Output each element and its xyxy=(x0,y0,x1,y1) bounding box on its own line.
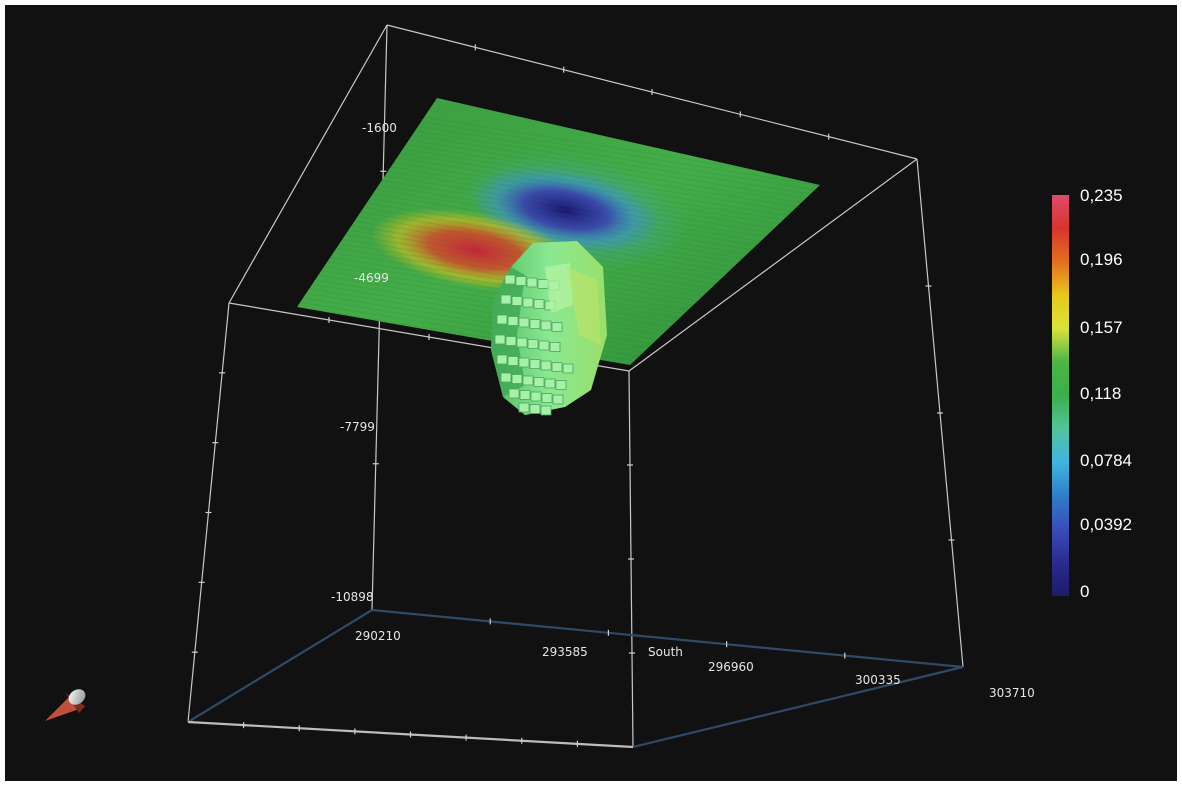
voxel-cell xyxy=(562,363,574,374)
easting-tick-label: 293585 xyxy=(542,645,588,659)
voxel-cell xyxy=(519,390,531,400)
voxel-cell xyxy=(533,299,545,309)
voxel-cell xyxy=(507,356,519,366)
easting-tick-label: 290210 xyxy=(355,629,401,643)
voxel-cell xyxy=(540,320,552,331)
voxel-cell xyxy=(508,388,520,399)
colorbar-label: 0,196 xyxy=(1080,250,1123,269)
floor-plane-edges xyxy=(187,608,964,749)
voxel-cell xyxy=(538,340,550,351)
voxel-anomaly-body xyxy=(491,241,607,416)
direction-label: South xyxy=(648,645,683,659)
depth-tick-label: -10898 xyxy=(331,590,374,604)
voxel-cell xyxy=(540,360,552,371)
orientation-cone-icon[interactable] xyxy=(45,686,88,721)
voxel-cell xyxy=(500,372,512,383)
voxel-cell xyxy=(533,377,545,387)
surface-striation xyxy=(297,179,820,269)
voxel-cell xyxy=(507,316,519,326)
voxel-cell xyxy=(541,393,553,403)
voxel-cell xyxy=(530,391,542,402)
voxel-cell xyxy=(549,342,561,352)
colorbar-gradient xyxy=(1052,195,1069,596)
voxel-cell xyxy=(518,357,530,368)
easting-tick-label: 303710 xyxy=(989,686,1035,700)
voxel-cell xyxy=(551,322,563,332)
depth-tick-label: -7799 xyxy=(340,420,375,434)
colorbar-label: 0,0784 xyxy=(1080,451,1132,470)
voxel-cell xyxy=(511,374,523,384)
voxel-cell xyxy=(529,359,541,369)
3d-viewport[interactable]: -1600 -4699 -7799 -10898 290210 293585 2… xyxy=(5,5,1177,781)
depth-tick-label: -1600 xyxy=(362,121,397,135)
voxel-cell xyxy=(496,314,508,325)
voxel-cell xyxy=(552,394,564,405)
voxel-cell xyxy=(500,294,512,305)
voxel-cell xyxy=(555,380,567,390)
voxel-cell xyxy=(551,362,563,372)
colorbar-label: 0,235 xyxy=(1080,186,1123,205)
voxel-cell xyxy=(511,296,523,306)
voxel-cell xyxy=(496,354,508,365)
voxel-cell xyxy=(544,378,556,389)
colorbar-label: 0 xyxy=(1080,582,1090,601)
colorbar-label: 0,0392 xyxy=(1080,515,1132,534)
depth-tick-label: -4699 xyxy=(354,271,389,285)
voxel-cell xyxy=(515,276,527,286)
voxel-cell xyxy=(518,402,530,413)
colorbar-label: 0,157 xyxy=(1080,318,1123,337)
voxel-cell xyxy=(537,279,549,289)
voxel-cell xyxy=(529,404,541,414)
voxel-cell xyxy=(540,405,552,416)
voxel-cell xyxy=(518,317,530,328)
colorbar-label: 0,118 xyxy=(1080,384,1122,403)
voxel-cell xyxy=(516,337,528,348)
easting-tick-label: 300335 xyxy=(855,673,901,687)
voxel-cell xyxy=(505,336,517,346)
voxel-cell xyxy=(527,339,539,349)
surface-striation xyxy=(297,174,820,264)
voxel-cell xyxy=(529,319,541,329)
easting-tick-label: 296960 xyxy=(708,660,754,674)
voxel-cell xyxy=(522,297,534,308)
voxel-cell xyxy=(504,274,516,285)
voxel-cell xyxy=(526,277,538,288)
voxel-cell xyxy=(522,375,534,386)
voxel-cell xyxy=(494,334,506,345)
scene-canvas xyxy=(45,24,964,749)
